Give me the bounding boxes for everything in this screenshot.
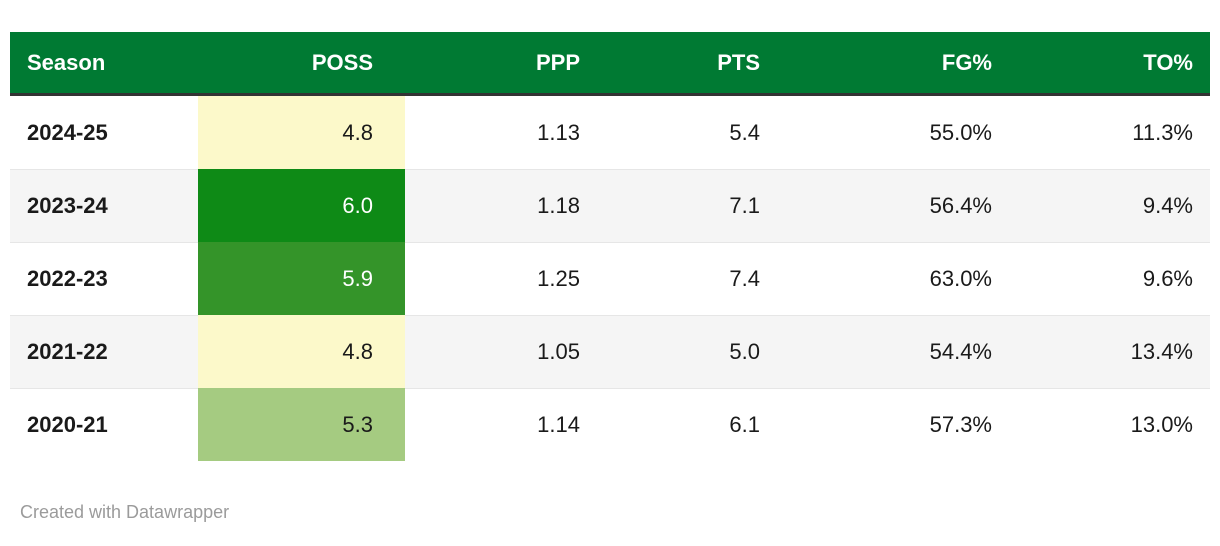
- poss-heat-cell: 4.8: [198, 96, 405, 169]
- to-cell: 11.3%: [1132, 119, 1193, 145]
- pts-cell: 7.4: [612, 242, 792, 315]
- to-cell: 13.0%: [1024, 388, 1210, 461]
- table-row: 2024-25 4.8 1.13 5.4 55.0% 11.3%: [10, 96, 1210, 169]
- poss-heat-cell: 6.0: [198, 169, 405, 242]
- table-row: 2020-21 5.3 1.14 6.1 57.3% 13.0%: [10, 388, 1210, 461]
- poss-heat-cell: 4.8: [198, 315, 405, 388]
- to-cell: 9.6%: [1024, 242, 1210, 315]
- season-cell: 2021-22: [10, 315, 198, 388]
- pts-cell: 6.1: [612, 388, 792, 461]
- footer: Created with Datawrapper: [10, 502, 1210, 523]
- ppp-cell: 1.14: [405, 388, 612, 461]
- header-row: Season POSS PPP PTS FG% TO%: [10, 32, 1210, 96]
- table-row: 2021-22 4.8 1.05 5.0 54.4% 13.4%: [10, 315, 1210, 388]
- ppp-cell: 1.13: [537, 119, 580, 145]
- column-header-poss: POSS: [198, 32, 405, 96]
- season-cell: 2022-23: [10, 242, 198, 315]
- table-row: 2023-24 6.0 1.18 7.1 56.4% 9.4%: [10, 169, 1210, 242]
- pts-cell: 5.4: [729, 119, 760, 145]
- column-header-season: Season: [10, 32, 198, 96]
- column-header-pts: PTS: [612, 32, 792, 96]
- to-cell: 13.4%: [1024, 315, 1210, 388]
- column-header-ppp: PPP: [405, 32, 612, 96]
- fg-cell: 57.3%: [792, 388, 1024, 461]
- fg-cell: 54.4%: [792, 315, 1024, 388]
- season-cell: 2023-24: [10, 169, 198, 242]
- table-container: Season POSS PPP PTS FG% TO% 2024-25 4.8 …: [10, 32, 1210, 523]
- season-cell: 2020-21: [10, 388, 198, 461]
- ppp-cell: 1.25: [405, 242, 612, 315]
- fg-cell: 56.4%: [792, 169, 1024, 242]
- fg-cell: 63.0%: [792, 242, 1024, 315]
- poss-heat-cell: 5.9: [198, 242, 405, 315]
- season-cell: 2024-25: [27, 119, 108, 145]
- stats-table: Season POSS PPP PTS FG% TO% 2024-25 4.8 …: [10, 32, 1210, 461]
- ppp-cell: 1.18: [405, 169, 612, 242]
- table-row: 2022-23 5.9 1.25 7.4 63.0% 9.6%: [10, 242, 1210, 315]
- fg-cell: 55.0%: [929, 119, 992, 145]
- datawrapper-credit-link[interactable]: Created with Datawrapper: [20, 502, 230, 522]
- table-body: 2024-25 4.8 1.13 5.4 55.0% 11.3% 2023-24…: [10, 96, 1210, 461]
- pts-cell: 7.1: [612, 169, 792, 242]
- poss-heat-cell: 5.3: [198, 388, 405, 461]
- ppp-cell: 1.05: [405, 315, 612, 388]
- table-header: Season POSS PPP PTS FG% TO%: [10, 32, 1210, 96]
- to-cell: 9.4%: [1024, 169, 1210, 242]
- column-header-fg: FG%: [792, 32, 1024, 96]
- pts-cell: 5.0: [612, 315, 792, 388]
- column-header-to: TO%: [1024, 32, 1210, 96]
